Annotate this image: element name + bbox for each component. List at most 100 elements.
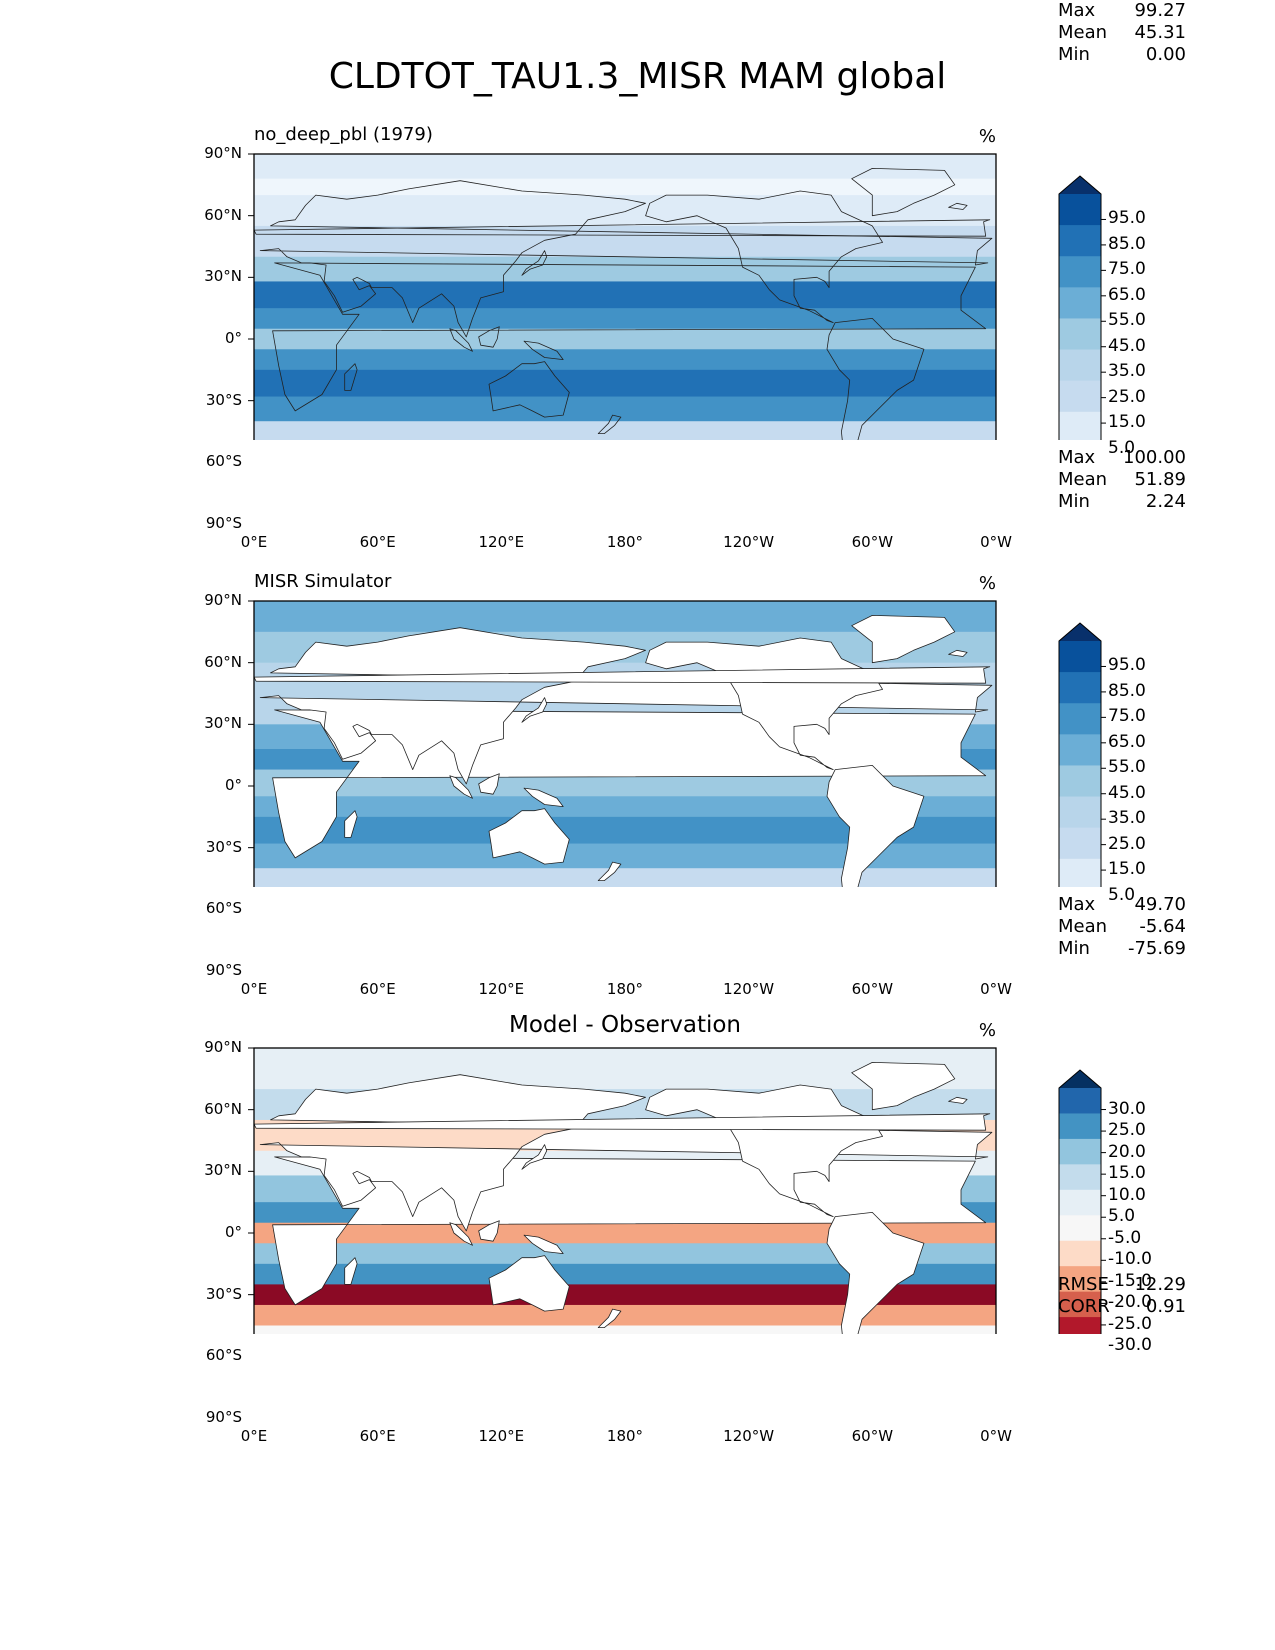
colorbar-label: -10.0 [1108, 1249, 1152, 1270]
stat-row-max: Max 100.00 [1058, 447, 1186, 469]
x-tick-label: 60°W [851, 980, 894, 998]
x-tick-label: 120°W [723, 1427, 775, 1445]
field-band [254, 1243, 996, 1265]
x-tick-label: 120°E [478, 1427, 525, 1445]
colorbar-bin [1059, 287, 1101, 319]
coastline-australia [488, 808, 570, 865]
coastline-sumatra [449, 1222, 473, 1246]
coastline-japan [521, 697, 548, 723]
coastline-new-zealand [597, 414, 622, 434]
coastline-greenland [851, 615, 956, 664]
map-canvas [248, 1047, 1106, 1334]
coastline-greenland [851, 168, 956, 217]
colorbar-label: -20.0 [1108, 1292, 1152, 1313]
colorbar-bin [1059, 1291, 1101, 1318]
coastline-new-guinea [523, 340, 564, 360]
y-tick-label: 60°S [205, 899, 242, 918]
y-tick-label: 30°S [205, 1284, 242, 1303]
map-panel-1: 90°N 60°N 30°N 0° 30°S 60°S 90°S 0°E 60°E 120°E 18… [0, 0, 1275, 551]
field-band [254, 349, 996, 371]
x-tick-label: 60°E [359, 1427, 396, 1445]
colorbar-label: -5.0 [1108, 1227, 1142, 1248]
x-tick-label: 120°E [478, 980, 525, 998]
x-tick-label: 120°W [723, 533, 775, 551]
coastline-eurasia [259, 1074, 993, 1232]
colorbar-bin [1059, 1215, 1101, 1242]
colorbar-bin [1059, 1088, 1101, 1114]
panel-title: MISR Simulator [254, 571, 392, 592]
stat-label-min: Min [1058, 938, 1090, 959]
colorbar-label: 85.0 [1108, 233, 1146, 254]
colorbar-bin [1059, 1240, 1101, 1267]
field-band [254, 281, 996, 309]
field-band [254, 421, 996, 440]
coastline-borneo [478, 326, 500, 348]
colorbar-label: 75.0 [1108, 259, 1146, 280]
field-band [254, 1325, 996, 1334]
rmse-label: RMSE [1058, 1274, 1109, 1295]
stat-value-mean: 45.31 [1134, 22, 1186, 43]
field-band [254, 328, 996, 350]
stat-label-min: Min [1058, 44, 1090, 65]
y-tick-label: 60°N [204, 652, 242, 671]
coastline-africa [272, 262, 987, 412]
coastline-new-zealand [597, 1308, 622, 1328]
corr-label: CORR [1058, 1296, 1110, 1317]
y-tick-label: 0° [224, 1223, 242, 1241]
coastline-new-guinea [523, 1234, 564, 1254]
colorbar-bin [1059, 796, 1101, 829]
coastline-new-zealand [597, 861, 622, 881]
y-tick-label: 30°S [205, 390, 242, 409]
x-tick-label: 120°E [478, 533, 525, 551]
colorbar-label: 15.0 [1108, 859, 1146, 880]
stat-label-max: Max [1058, 0, 1096, 21]
stat-label-max: Max [1058, 447, 1096, 468]
y-tick-label: 30°N [204, 1161, 242, 1180]
stat-value-min: 2.24 [1145, 491, 1186, 512]
coastline-britain [253, 219, 991, 237]
stat-row-max: Max 49.70 [1058, 894, 1186, 916]
y-tick-label: 30°N [204, 714, 242, 733]
colorbar-bin [1059, 827, 1101, 860]
y-tick-label: 60°N [204, 205, 242, 224]
colorbar-label: -15.0 [1108, 1270, 1152, 1291]
coastline-britain [253, 1113, 991, 1131]
stat-value-max: 99.27 [1134, 0, 1186, 21]
coastline-madagascar [344, 1257, 358, 1285]
x-tick-label: 60°E [359, 980, 396, 998]
field-band [254, 178, 996, 196]
colorbar-label: -30.0 [1108, 1335, 1152, 1356]
coastline-australia [488, 361, 570, 418]
colorbar-bin [1059, 256, 1101, 288]
colorbar [1058, 175, 1102, 440]
x-tick-label: 180° [606, 980, 644, 998]
x-tick-label: 0°W [980, 980, 1012, 998]
corr-row: CORR 0.91 [1058, 1296, 1186, 1318]
y-tick-label: 0° [224, 776, 242, 794]
coastline-north-america [645, 190, 883, 323]
stats-block: Max 99.27 Mean 45.31 Min 0.00 [1058, 0, 1186, 66]
stat-value-min: -75.69 [1127, 938, 1186, 959]
stat-label-min: Min [1058, 491, 1090, 512]
colorbar-outline [1058, 622, 1102, 887]
y-tick-label: 60°N [204, 1099, 242, 1118]
field-band [254, 396, 996, 422]
stat-row-min: Min -75.69 [1058, 938, 1186, 960]
colorbar-bin [1059, 1189, 1101, 1216]
coastline-eurasia [259, 627, 993, 785]
stat-row-mean: Mean 51.89 [1058, 469, 1186, 491]
y-tick-label: 90°S [205, 514, 242, 532]
colorbar-label: 55.0 [1108, 757, 1146, 778]
field-band [254, 154, 996, 180]
colorbar-label: 15.0 [1108, 412, 1146, 433]
coastline-eurasia [259, 180, 993, 338]
stat-value-max: 49.70 [1134, 894, 1186, 915]
map-canvas [248, 153, 1106, 440]
y-tick-label: 60°S [205, 452, 242, 471]
y-tick-label: 60°S [205, 1346, 242, 1365]
colorbar-label: 10.0 [1108, 1184, 1146, 1205]
colorbar-extend-max [1059, 1070, 1101, 1088]
colorbar-outline [1058, 1069, 1102, 1334]
colorbar-bin [1059, 1266, 1101, 1293]
colorbar-extend-max [1059, 623, 1101, 641]
